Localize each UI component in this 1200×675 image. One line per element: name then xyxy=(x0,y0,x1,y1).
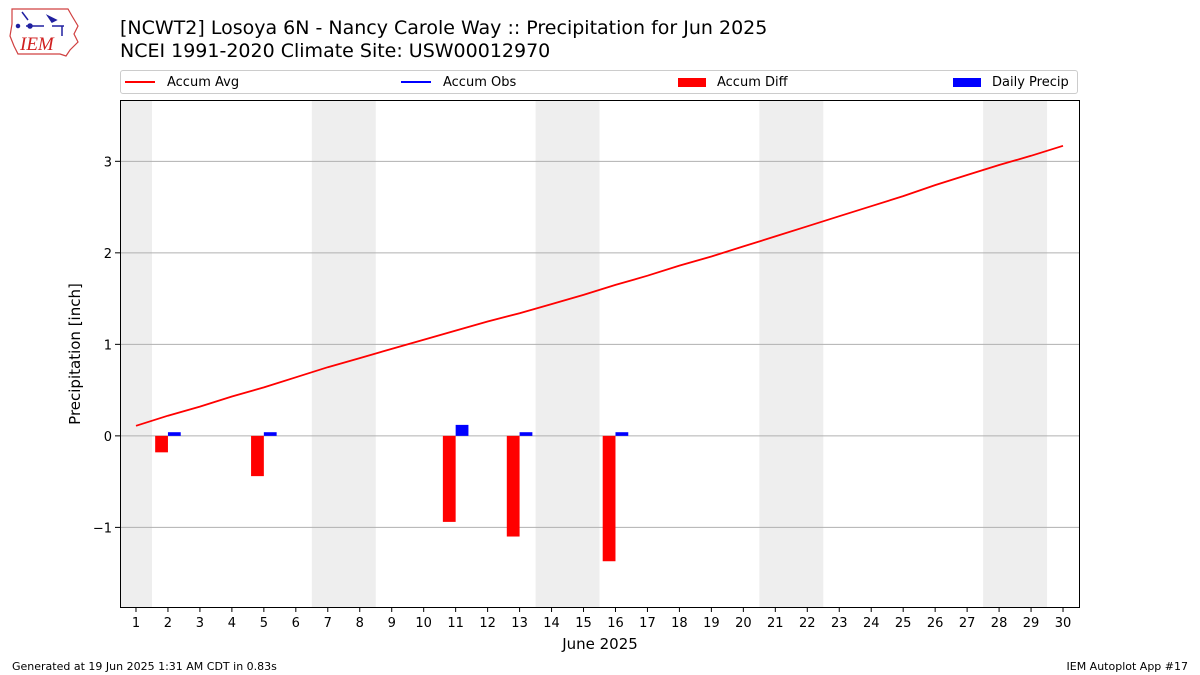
daily-precip-bar xyxy=(615,432,629,436)
weekend-band xyxy=(759,100,824,607)
x-tick-label: 30 xyxy=(1055,616,1072,631)
x-tick-label: 12 xyxy=(479,616,496,631)
x-tick-label: 5 xyxy=(260,616,268,631)
x-tick-label: 22 xyxy=(799,616,816,631)
x-tick-label: 7 xyxy=(324,616,332,631)
x-tick-label: 10 xyxy=(415,616,432,631)
plot-frame xyxy=(120,100,1080,608)
daily-precip-bar xyxy=(167,432,181,436)
x-tick-label: 6 xyxy=(292,616,300,631)
series-lines xyxy=(135,144,1064,427)
x-axis-label: June 2025 xyxy=(561,635,638,653)
accum-diff-bar xyxy=(155,435,168,453)
x-tick-label: 16 xyxy=(607,616,624,631)
weekend-band xyxy=(535,100,600,607)
accum-diff-bar xyxy=(506,435,520,537)
legend-label: Accum Obs xyxy=(443,74,517,90)
x-tick-label: 4 xyxy=(228,616,236,631)
x-tick-label: 24 xyxy=(863,616,880,631)
daily-precip-bar xyxy=(263,432,277,436)
legend-item-accum-obs: Accum Obs xyxy=(401,71,516,93)
legend-item-daily-precip: Daily Precip xyxy=(953,71,1069,93)
x-tick-label: 3 xyxy=(196,616,204,631)
chart-legend: Accum Avg Accum Obs Accum Diff Daily Pre… xyxy=(120,70,1078,94)
chart-title: [NCWT2] Losoya 6N - Nancy Carole Way :: … xyxy=(120,17,768,39)
x-tick-label: 13 xyxy=(511,616,528,631)
x-tick-label: 21 xyxy=(767,616,784,631)
legend-label: Daily Precip xyxy=(992,74,1069,90)
y-axis-label: Precipitation [inch] xyxy=(66,283,84,425)
x-tick-label: 1 xyxy=(132,616,140,631)
legend-swatch-box xyxy=(678,77,706,87)
x-tick-label: 18 xyxy=(671,616,688,631)
x-tick-label: 19 xyxy=(703,616,720,631)
footer-generated: Generated at 19 Jun 2025 1:31 AM CDT in … xyxy=(12,660,277,673)
chart-subtitle: NCEI 1991-2020 Climate Site: USW00012970 xyxy=(120,40,551,62)
accum-diff-bar xyxy=(442,435,456,522)
footer-app-id: IEM Autoplot App #17 xyxy=(1066,660,1189,673)
iem-logo: IEM xyxy=(8,6,82,64)
logo-text: IEM xyxy=(19,34,55,55)
weekend-band xyxy=(983,100,1048,607)
x-tick-label: 9 xyxy=(388,616,396,631)
grid-lines xyxy=(120,160,1079,528)
y-tick-label: 3 xyxy=(104,155,112,170)
x-axis: 1 2 3 4 5 6 7 8 9 10 11 12 13 14 15 16 17 18 19 20 21 22 23 24 2… xyxy=(132,607,1071,631)
x-tick-label: 25 xyxy=(895,616,912,631)
x-tick-label: 8 xyxy=(356,616,364,631)
x-tick-label: 29 xyxy=(1023,616,1040,631)
y-tick-label: 2 xyxy=(104,247,112,262)
x-tick-label: 28 xyxy=(991,616,1008,631)
accum-avg-line xyxy=(135,144,1064,427)
daily-precip-bar xyxy=(519,432,533,436)
x-tick-label: 15 xyxy=(575,616,592,631)
accum-diff-bar xyxy=(251,435,264,477)
legend-item-accum-diff: Accum Diff xyxy=(678,71,788,93)
bars xyxy=(155,424,629,562)
legend-label: Accum Diff xyxy=(717,74,788,90)
x-tick-label: 26 xyxy=(927,616,944,631)
x-tick-label: 23 xyxy=(831,616,848,631)
legend-label: Accum Avg xyxy=(167,74,240,90)
y-tick-label: 0 xyxy=(104,430,112,445)
legend-item-accum-avg: Accum Avg xyxy=(125,71,239,93)
x-tick-label: 20 xyxy=(735,616,752,631)
legend-swatch-box xyxy=(953,77,981,87)
x-tick-label: 11 xyxy=(447,616,464,631)
y-tick-label: −1 xyxy=(93,521,112,536)
x-tick-label: 17 xyxy=(639,616,656,631)
weekend-band xyxy=(120,100,152,607)
daily-precip-bar xyxy=(455,424,469,436)
x-tick-label: 2 xyxy=(164,616,172,631)
x-tick-label: 14 xyxy=(543,616,560,631)
accum-diff-bar xyxy=(602,435,616,562)
weekend-band xyxy=(311,100,376,607)
legend-swatch-line xyxy=(401,81,431,83)
y-tick-label: 1 xyxy=(104,338,112,353)
weekend-bands xyxy=(120,100,1048,607)
x-tick-label: 27 xyxy=(959,616,976,631)
y-axis: −1 0 1 2 3 xyxy=(93,155,120,536)
legend-swatch-line xyxy=(125,81,155,83)
